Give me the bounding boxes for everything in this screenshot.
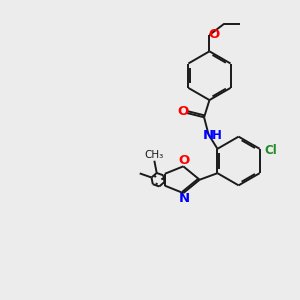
Text: N: N — [203, 129, 214, 142]
Text: H: H — [212, 129, 222, 142]
Text: O: O — [208, 28, 219, 41]
Text: O: O — [178, 154, 190, 167]
Text: CH₃: CH₃ — [145, 150, 164, 161]
Text: Cl: Cl — [265, 144, 278, 157]
Text: O: O — [177, 106, 188, 118]
Text: N: N — [178, 192, 190, 205]
